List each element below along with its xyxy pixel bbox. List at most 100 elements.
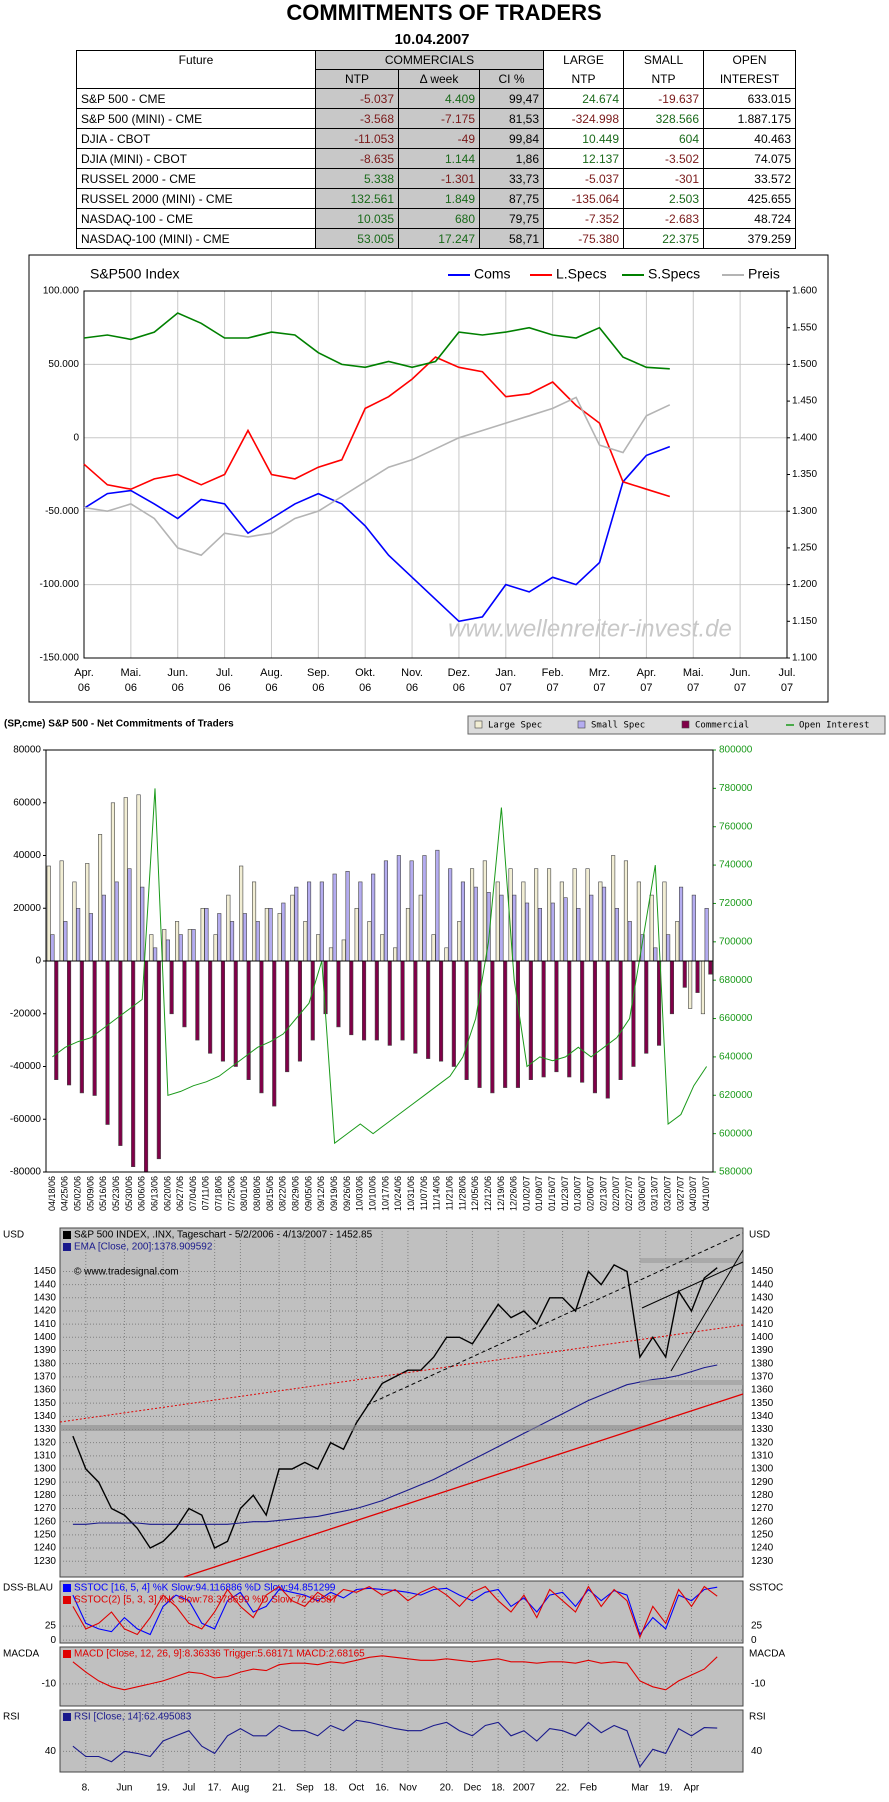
y-tick-label: -40000 [10, 1061, 42, 1072]
chart1-frame [28, 254, 829, 703]
x-tick-label: 01/16/07 [547, 1176, 557, 1211]
bar [259, 960, 264, 1094]
x-tick-label: 08/15/06 [265, 1176, 275, 1211]
bar [123, 797, 128, 962]
y2-tick-label: 720000 [719, 898, 753, 909]
bar [422, 855, 427, 962]
x-tick-label: 08/22/06 [278, 1176, 288, 1211]
x-tick-year: 07 [547, 682, 559, 694]
bar [393, 947, 398, 962]
y-tick-label: 1310 [34, 1450, 57, 1461]
table-cell: 58,71 [479, 228, 544, 249]
x-tick-label: 03/27/07 [675, 1176, 685, 1211]
x-tick-label: Feb [580, 1783, 598, 1794]
y-tick-label-right: 1440 [751, 1279, 774, 1290]
y-tick-label: 1280 [34, 1490, 57, 1501]
y-tick-label-right: 1450 [751, 1266, 774, 1277]
x-tick-label: 09/26/06 [342, 1176, 352, 1211]
table-cell: DJIA (MINI) - CBOT [76, 148, 316, 169]
x-tick-label: Jul. [778, 667, 795, 679]
y-tick-label: 1350 [34, 1398, 57, 1409]
bar [614, 907, 619, 962]
y-tick-label-right: 1260 [751, 1516, 774, 1527]
bar [252, 881, 257, 962]
y-tick-label: 60000 [13, 797, 41, 808]
x-tick-label: Nov. [401, 667, 423, 679]
x-tick-year: 06 [218, 682, 230, 694]
x-tick-year: 07 [593, 682, 605, 694]
bar [76, 907, 81, 962]
table-cell: 48.724 [703, 208, 796, 229]
bar [708, 960, 713, 975]
y-tick-label: -150.000 [40, 653, 80, 664]
y-tick-label-right: 1240 [751, 1543, 774, 1554]
trend-line [183, 1393, 744, 1578]
bar [187, 929, 192, 962]
bar [230, 921, 235, 962]
legend-swatch [63, 1713, 71, 1721]
y-tick-label: 1320 [34, 1437, 57, 1448]
bar [611, 855, 616, 962]
trend-line [59, 1324, 744, 1423]
bar [383, 860, 389, 962]
bar [653, 947, 658, 962]
x-tick-year: 07 [640, 682, 652, 694]
x-tick-label: 05/23/06 [111, 1176, 121, 1211]
y-tick-label: 40000 [13, 850, 41, 861]
legend-label: Open Interest [799, 721, 869, 731]
bar [306, 881, 312, 962]
bar [695, 960, 700, 993]
x-tick-label: Jan. [495, 667, 516, 679]
y2-tick-label: 620000 [719, 1090, 753, 1101]
table-cell: -49 [398, 128, 480, 149]
bar [563, 897, 568, 962]
x-tick-label: Aug. [260, 667, 283, 679]
bar [473, 886, 478, 962]
x-tick-year: 07 [687, 682, 699, 694]
bar [50, 934, 55, 962]
header-cell: Δ week [398, 69, 480, 89]
x-tick-label: 18. [324, 1783, 338, 1794]
bar [67, 960, 72, 1086]
bar [524, 902, 530, 962]
bar [700, 960, 706, 1015]
table-cell: NASDAQ-100 - CME [76, 208, 316, 229]
y-tick-label: 1340 [34, 1411, 57, 1422]
y2-tick-label: 660000 [719, 1013, 753, 1024]
x-tick-label: 11/28/06 [457, 1176, 467, 1210]
bar [165, 939, 170, 962]
bar [371, 873, 376, 962]
bar [290, 894, 295, 962]
y2-tick-label: 640000 [719, 1052, 753, 1063]
bar [361, 960, 367, 1041]
table-cell: 24.674 [543, 88, 624, 109]
x-tick-year: 06 [312, 682, 324, 694]
table-cell: -19.637 [623, 88, 704, 109]
table-cell: 680 [398, 208, 480, 229]
panel-bg [59, 1646, 744, 1707]
y-tick-label: 1270 [34, 1503, 57, 1514]
bar [405, 907, 411, 962]
header-cell: CI % [479, 69, 544, 89]
x-tick-year: 06 [406, 682, 418, 694]
panel-label-right: MACDA [749, 1649, 785, 1660]
x-tick-label: Dec [463, 1783, 481, 1794]
x-tick-year: 06 [265, 682, 277, 694]
x-tick-label: 09/19/06 [329, 1176, 339, 1211]
bar [409, 860, 414, 962]
plot-frame [45, 749, 714, 1173]
table-cell: 99,47 [479, 88, 544, 109]
bar [431, 934, 436, 962]
x-tick-label: 11/07/06 [419, 1176, 429, 1210]
bar [678, 886, 684, 962]
y2-tick-label: 1.400 [792, 432, 817, 443]
table-cell: 1.849 [398, 188, 480, 209]
bar [264, 907, 269, 962]
y2-tick-label: 1.250 [792, 543, 817, 554]
x-tick-label: 02/06/07 [585, 1176, 595, 1211]
bar [191, 929, 196, 962]
y-tick-label: -100.000 [40, 579, 80, 590]
bar [380, 934, 385, 962]
x-tick-label: Mar [631, 1783, 649, 1794]
legend-label: Preis [748, 266, 780, 282]
